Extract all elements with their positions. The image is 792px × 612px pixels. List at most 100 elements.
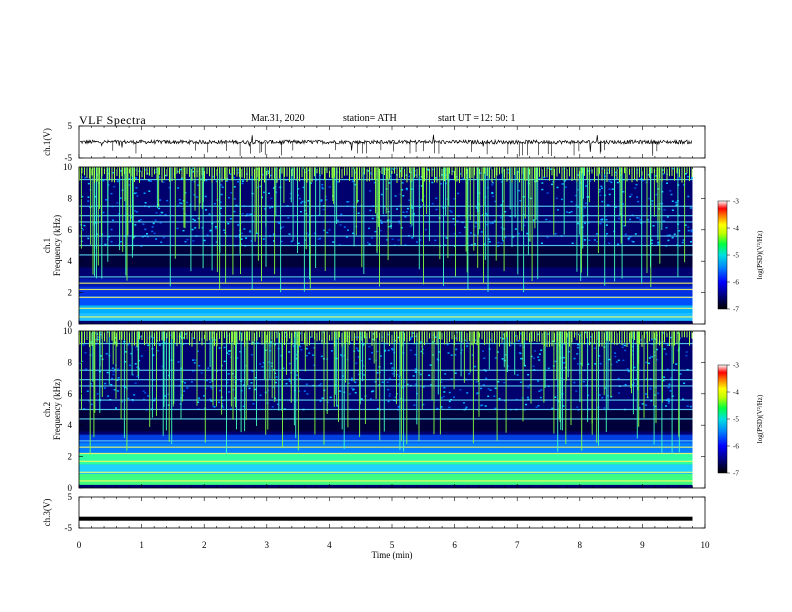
spectrogram-top-streak xyxy=(274,331,275,342)
spectrogram-noise xyxy=(405,187,408,190)
spectrogram-top-streak xyxy=(174,167,175,179)
spectrogram-noise xyxy=(94,195,97,198)
spectrogram-top-streak xyxy=(154,331,155,346)
spectrogram-top-streak xyxy=(611,331,613,343)
spectrogram-sferic xyxy=(319,167,321,216)
spectrogram-sferic xyxy=(295,331,297,439)
spectrogram-sferic xyxy=(226,331,227,454)
spectrogram-carrier-line xyxy=(79,296,693,298)
spectrogram-noise xyxy=(135,211,138,213)
spectrogram-noise xyxy=(381,381,384,383)
y-axis-label: Frequency (kHz) xyxy=(52,379,62,440)
spectrogram-noise xyxy=(319,400,322,402)
spectrogram-noise xyxy=(529,384,531,386)
spectrogram-top-streak xyxy=(286,331,288,342)
spectrogram-noise xyxy=(527,386,530,389)
spectrogram-noise xyxy=(623,225,626,227)
spectrogram-noise xyxy=(655,359,658,361)
spectrogram-sferic xyxy=(216,331,217,407)
spectrogram-noise xyxy=(540,389,543,391)
spectrogram-noise xyxy=(227,222,230,225)
spectrogram-noise xyxy=(519,381,522,383)
spectrogram-noise xyxy=(415,174,418,176)
spectrogram-top-streak xyxy=(644,331,645,339)
spectrogram-top-streak xyxy=(419,331,420,344)
spectrogram-noise xyxy=(342,375,345,377)
spectrogram-sferic xyxy=(225,167,227,283)
spectrogram-top-streak xyxy=(441,167,443,181)
spectrogram-sferic xyxy=(253,331,255,401)
spectrogram-noise xyxy=(134,192,136,195)
spectrogram-noise xyxy=(523,224,526,227)
spectrogram-noise xyxy=(288,362,291,365)
spectrogram-noise xyxy=(419,206,422,208)
spectrogram-noise xyxy=(475,222,478,224)
spectrogram-noise xyxy=(410,180,412,183)
spectrogram-noise xyxy=(435,208,438,211)
spectrogram-noise xyxy=(219,207,222,209)
spectrogram-noise xyxy=(496,351,499,353)
spectrogram-sferic xyxy=(488,331,490,370)
spectrogram-top-streak xyxy=(609,331,610,342)
spectrogram-top-streak xyxy=(456,331,458,342)
spectrogram-top-streak xyxy=(324,331,325,344)
spectrogram-top-streak xyxy=(331,167,333,179)
spectrogram-top-streak xyxy=(106,167,108,181)
spectrogram-noise xyxy=(154,397,157,400)
spectrogram-noise xyxy=(414,383,417,385)
spectrogram-top-streak xyxy=(446,331,448,344)
spectrogram-noise xyxy=(514,228,517,230)
spectrogram-sferic xyxy=(127,167,129,236)
spectrogram-top-streak xyxy=(571,331,573,343)
spectrogram-noise xyxy=(454,372,457,374)
spectrogram-top-streak xyxy=(614,331,615,345)
spectrogram-noise xyxy=(112,371,115,373)
spectrogram-top-streak xyxy=(389,331,390,346)
spectrogram-top-streak xyxy=(424,167,425,182)
spectrogram-noise xyxy=(574,194,577,197)
spectrogram-top-streak xyxy=(506,331,508,338)
spectrogram-sferic xyxy=(607,331,609,410)
spectrogram-noise xyxy=(601,396,604,399)
spectrogram-noise xyxy=(104,243,107,246)
spectrogram-noise xyxy=(480,404,483,407)
spectrogram-sferic xyxy=(413,167,415,237)
spectrogram-noise xyxy=(159,222,162,224)
spectrogram-noise xyxy=(193,362,196,364)
spectrogram-noise xyxy=(431,168,434,171)
spectrogram-noise xyxy=(420,199,423,201)
spectrogram-noise xyxy=(600,185,603,188)
spectrogram-noise xyxy=(450,354,453,356)
spectrogram-sferic xyxy=(403,331,405,452)
spectrogram-top-streak xyxy=(79,331,80,345)
spectrogram-noise xyxy=(152,222,155,225)
spectrogram-noise xyxy=(571,242,574,244)
spectrogram-top-streak xyxy=(381,167,383,175)
spectrogram-noise xyxy=(116,180,119,183)
spectrogram-noise xyxy=(665,405,668,407)
spectrogram-noise xyxy=(264,208,267,210)
spectrogram-noise xyxy=(154,219,157,222)
spectrogram-noise xyxy=(538,390,541,392)
spectrogram-noise xyxy=(86,390,89,392)
spectrogram-sferic xyxy=(534,167,536,229)
spectrogram-noise xyxy=(113,185,116,188)
spectrogram-noise xyxy=(599,194,602,197)
spectrogram-noise xyxy=(180,202,183,205)
spectrogram-noise xyxy=(300,202,303,204)
colorbar xyxy=(717,364,728,474)
spectrogram-noise xyxy=(471,354,474,356)
spectrogram-top-streak xyxy=(526,167,528,181)
spectrogram-noise xyxy=(546,236,549,239)
spectrogram-noise xyxy=(454,354,457,356)
spectrogram-sferic xyxy=(556,331,558,380)
spectrogram-noise xyxy=(519,199,522,202)
spectrogram-noise xyxy=(604,387,607,389)
spectrogram-sferic xyxy=(567,331,569,378)
spectrogram-top-streak xyxy=(136,167,138,176)
spectrogram-top-streak xyxy=(616,331,618,346)
spectrogram-quiet-zone xyxy=(79,245,693,268)
spectrogram-top-streak xyxy=(486,167,488,176)
spectrogram-sferic xyxy=(180,331,182,419)
spectrogram-sferic xyxy=(204,331,206,443)
